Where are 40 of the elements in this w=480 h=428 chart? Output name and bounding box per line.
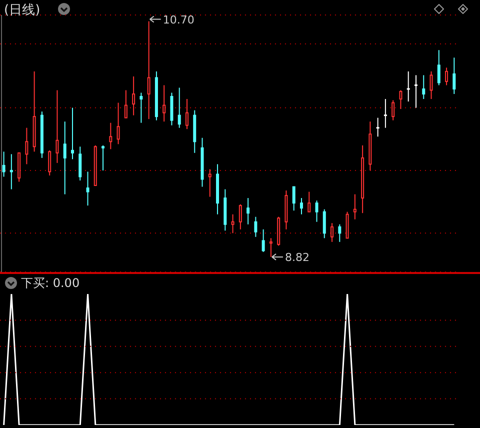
candlestick <box>162 84 166 122</box>
chart-title: (日线) <box>4 2 40 19</box>
candlestick <box>116 102 120 145</box>
candlestick <box>2 151 6 178</box>
candlestick <box>269 238 272 258</box>
candlestick <box>208 168 212 198</box>
annotation: 10.70 <box>162 13 194 26</box>
candlestick <box>56 90 59 164</box>
candlestick <box>246 198 250 225</box>
candlestick <box>63 121 66 195</box>
candlestick <box>78 146 82 181</box>
candlestick <box>368 121 372 171</box>
candlestick <box>200 137 204 188</box>
candlestick <box>170 92 174 126</box>
chart-title: 下买: 0.00 <box>21 275 80 292</box>
candlestick <box>254 216 258 238</box>
candlestick <box>140 92 143 124</box>
candlestick <box>25 127 28 165</box>
candlestick <box>109 122 112 150</box>
candlestick <box>40 111 44 158</box>
candlestick <box>284 190 288 230</box>
candlestick <box>178 87 181 128</box>
candlestick <box>10 154 13 190</box>
candlestick <box>32 70 36 152</box>
candlestick <box>383 98 388 128</box>
candlestick <box>452 57 456 94</box>
candlestick <box>193 110 196 154</box>
candlestick <box>392 100 395 121</box>
candlestick <box>353 194 356 220</box>
candlestick <box>330 222 334 242</box>
candlestick <box>147 20 150 120</box>
candlestick <box>231 214 234 234</box>
annotation: 8.82 <box>284 250 310 264</box>
candlestick <box>422 74 426 100</box>
candlestick <box>132 76 136 116</box>
candlestick <box>414 74 418 108</box>
candlestick <box>300 198 303 215</box>
candlestick <box>361 144 364 214</box>
candlestick <box>86 171 90 206</box>
candlestick <box>216 164 220 215</box>
